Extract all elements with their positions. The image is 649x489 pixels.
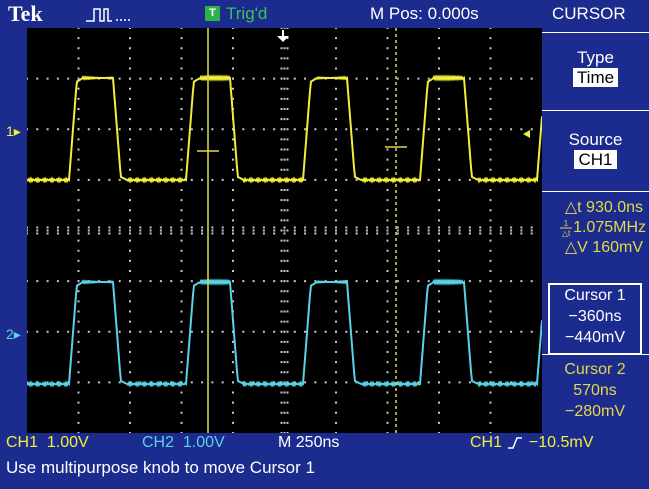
cursor-1-time: −360ns — [568, 308, 622, 325]
trigger-status-icon: T — [205, 6, 220, 21]
trigger-position-marker — [277, 36, 289, 42]
delta-v-readout: △V 160mV — [564, 239, 643, 256]
svg-text:△t: △t — [562, 229, 571, 237]
type-value: Time — [572, 68, 619, 87]
menu-separator — [542, 110, 649, 111]
menu-separator — [542, 191, 649, 192]
one-over-delta-t-icon: 1 △t — [560, 219, 573, 238]
delta-t-readout: △t 930.0ns — [564, 199, 643, 216]
horizontal-position-readout: M Pos: 0.000s — [370, 4, 479, 23]
svg-text:1: 1 — [564, 219, 569, 228]
trigger-status: Trig'd — [226, 4, 268, 23]
status-bar: Tek T Trig'd M Pos: 0.000s CURSOR — [0, 0, 649, 28]
timebase-readout: M 250ns — [278, 434, 340, 451]
cursor-2-label: Cursor 2 — [564, 361, 626, 378]
cursor-1-voltage: −440mV — [564, 329, 626, 346]
inverse-delta-t-readout: 1 △t 1.075MHz — [542, 218, 649, 238]
type-label: Type — [577, 48, 614, 67]
cursor-2-voltage: −280mV — [564, 403, 626, 420]
menu-separator — [542, 354, 649, 355]
status-message: Use multipurpose knob to move Cursor 1 — [6, 458, 315, 477]
trigger-level-marker — [523, 130, 530, 138]
cursor-1-label: Cursor 1 — [564, 287, 626, 304]
ch1-waveform — [27, 74, 542, 184]
rising-edge-icon — [508, 437, 523, 449]
waveform-display — [27, 28, 542, 433]
cursor-2-menu-button[interactable]: Cursor 2 570ns −280mV — [542, 359, 649, 422]
menu-separator — [542, 32, 649, 33]
trigger-position-marker-stem — [282, 30, 284, 36]
ch2-waveform — [27, 278, 542, 388]
cursor-2-time: 570ns — [573, 382, 617, 399]
source-label: Source — [568, 130, 623, 149]
ch2-scale-readout: CH2 1.00V — [142, 434, 225, 451]
source-menu-button[interactable]: Source CH1 — [542, 130, 649, 170]
ch2-ground-marker: 2▸ — [6, 326, 21, 342]
tek-logo: Tek — [8, 1, 43, 26]
cursor-1-menu-button[interactable]: Cursor 1 −360ns −440mV — [548, 283, 642, 355]
type-menu-button[interactable]: Type Time — [542, 48, 649, 88]
ch1-ground-marker: 1▸ — [6, 123, 21, 139]
acquisition-pulse-icon — [86, 8, 130, 22]
source-value: CH1 — [574, 150, 617, 169]
ch1-scale-readout: CH1 1.00V — [6, 434, 89, 451]
trigger-readout: CH1 −10.5mV — [470, 434, 594, 451]
menu-title: CURSOR — [552, 4, 626, 23]
